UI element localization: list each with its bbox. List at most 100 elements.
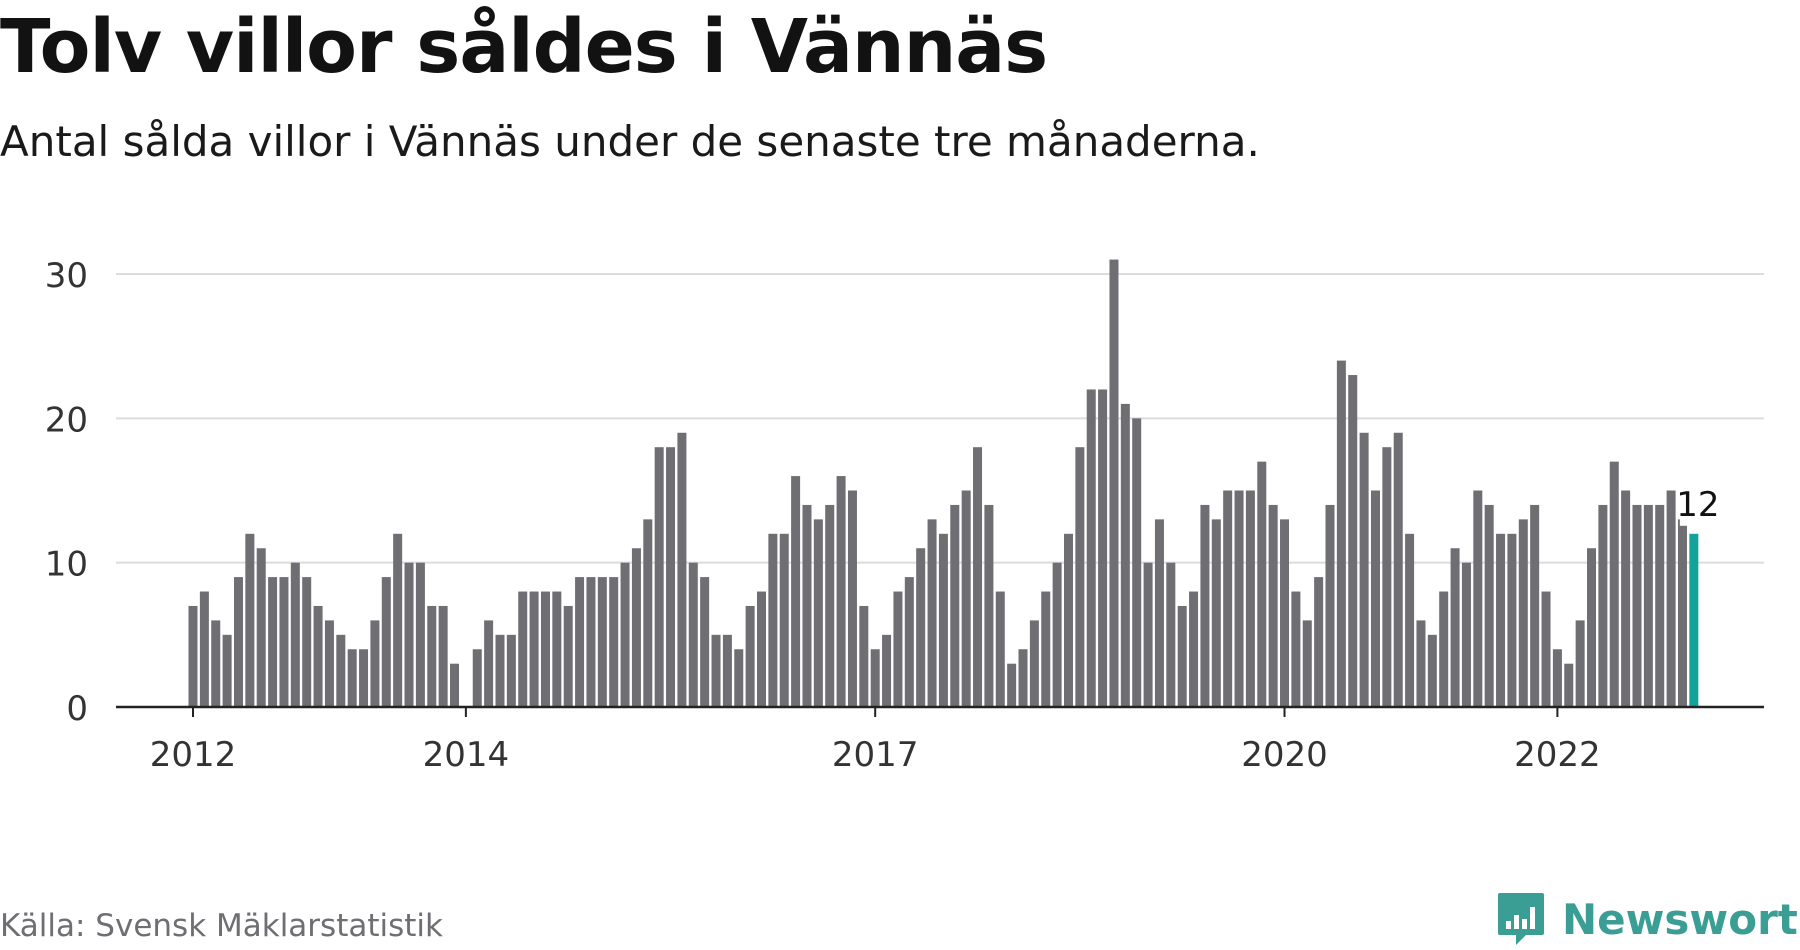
bar [904,577,914,707]
bar [1507,533,1517,707]
bar [484,620,494,707]
bar [1098,389,1108,707]
bar [1484,504,1494,707]
bar [518,591,528,707]
data-label: 12 [1676,485,1719,525]
bar [1587,548,1597,707]
bar [620,562,630,707]
bar [1541,591,1551,707]
bar [427,605,437,707]
bar [1029,620,1039,707]
x-tick-label: 2012 [150,735,237,775]
bar [1450,548,1460,707]
bar [1223,490,1233,707]
bar [393,533,403,707]
bar [722,634,732,707]
bar [1393,432,1403,707]
bar [1552,649,1562,707]
bar [813,519,823,707]
bar [438,605,448,707]
bar [950,504,960,707]
x-tick-label: 2014 [423,735,510,775]
bar [973,447,983,707]
bar [1564,663,1574,707]
bar [1041,591,1051,707]
bar [1291,591,1301,707]
bar [1018,649,1028,707]
bar [211,620,221,707]
bar [1575,620,1585,707]
bar [1427,634,1437,707]
bar [450,663,460,707]
bar [563,605,573,707]
bar [268,577,278,707]
bar [1154,519,1164,707]
bar [984,504,994,707]
bar [1268,504,1278,707]
bar [1518,519,1528,707]
bar [631,548,641,707]
bar [768,533,778,707]
bar [188,605,198,707]
bar [643,519,653,707]
bar [597,577,607,707]
bar [825,504,835,707]
bar [313,605,323,707]
bar [1007,663,1017,707]
bar [1643,504,1653,707]
bar [1120,403,1130,707]
bar [1245,490,1255,707]
bar [370,620,380,707]
bar [1109,259,1119,707]
y-tick-label: 0 [66,689,88,729]
bar [1666,490,1676,707]
bar [256,548,266,707]
bar [586,577,596,707]
bar [302,577,312,707]
bar [1189,591,1199,707]
bar-chart: 0 10 20 30 12 2012 2014 2017 2020 2022 [45,256,1764,775]
bar [199,591,209,707]
bar [1063,533,1073,707]
bar [1496,533,1506,707]
bar [359,649,369,707]
bar [938,533,948,707]
bar [506,634,516,707]
bar [734,649,744,707]
bar [1655,504,1665,707]
source-note: Källa: Svensk Mäklarstatistik [0,908,443,944]
bar [381,577,391,707]
bar [1416,620,1426,707]
bar [1370,490,1380,707]
bar [1200,504,1210,707]
bar [1302,620,1312,707]
bar [1314,577,1324,707]
bar [324,620,334,707]
highlighted-bar [1689,533,1699,707]
bar [222,634,232,707]
bar [745,605,755,707]
bar [415,562,425,707]
bar [1461,562,1471,707]
bar [1439,591,1449,707]
bar [654,447,664,707]
bar [1234,490,1244,707]
bar [290,562,300,707]
bar [575,577,585,707]
y-tick-label: 10 [45,545,88,585]
bar [552,591,562,707]
y-tick-label: 20 [45,400,88,440]
bar [1382,447,1392,707]
x-tick-label: 2022 [1514,735,1601,775]
bar [1348,375,1358,707]
bar [347,649,357,707]
bar [688,562,698,707]
bar [336,634,346,707]
bar [609,577,619,707]
bar [233,577,243,707]
brand-logo-group[interactable]: Newsworthy [1496,888,1800,950]
bar [1677,519,1687,707]
bar [847,490,857,707]
bar [711,634,721,707]
data-label-background [1679,483,1716,526]
